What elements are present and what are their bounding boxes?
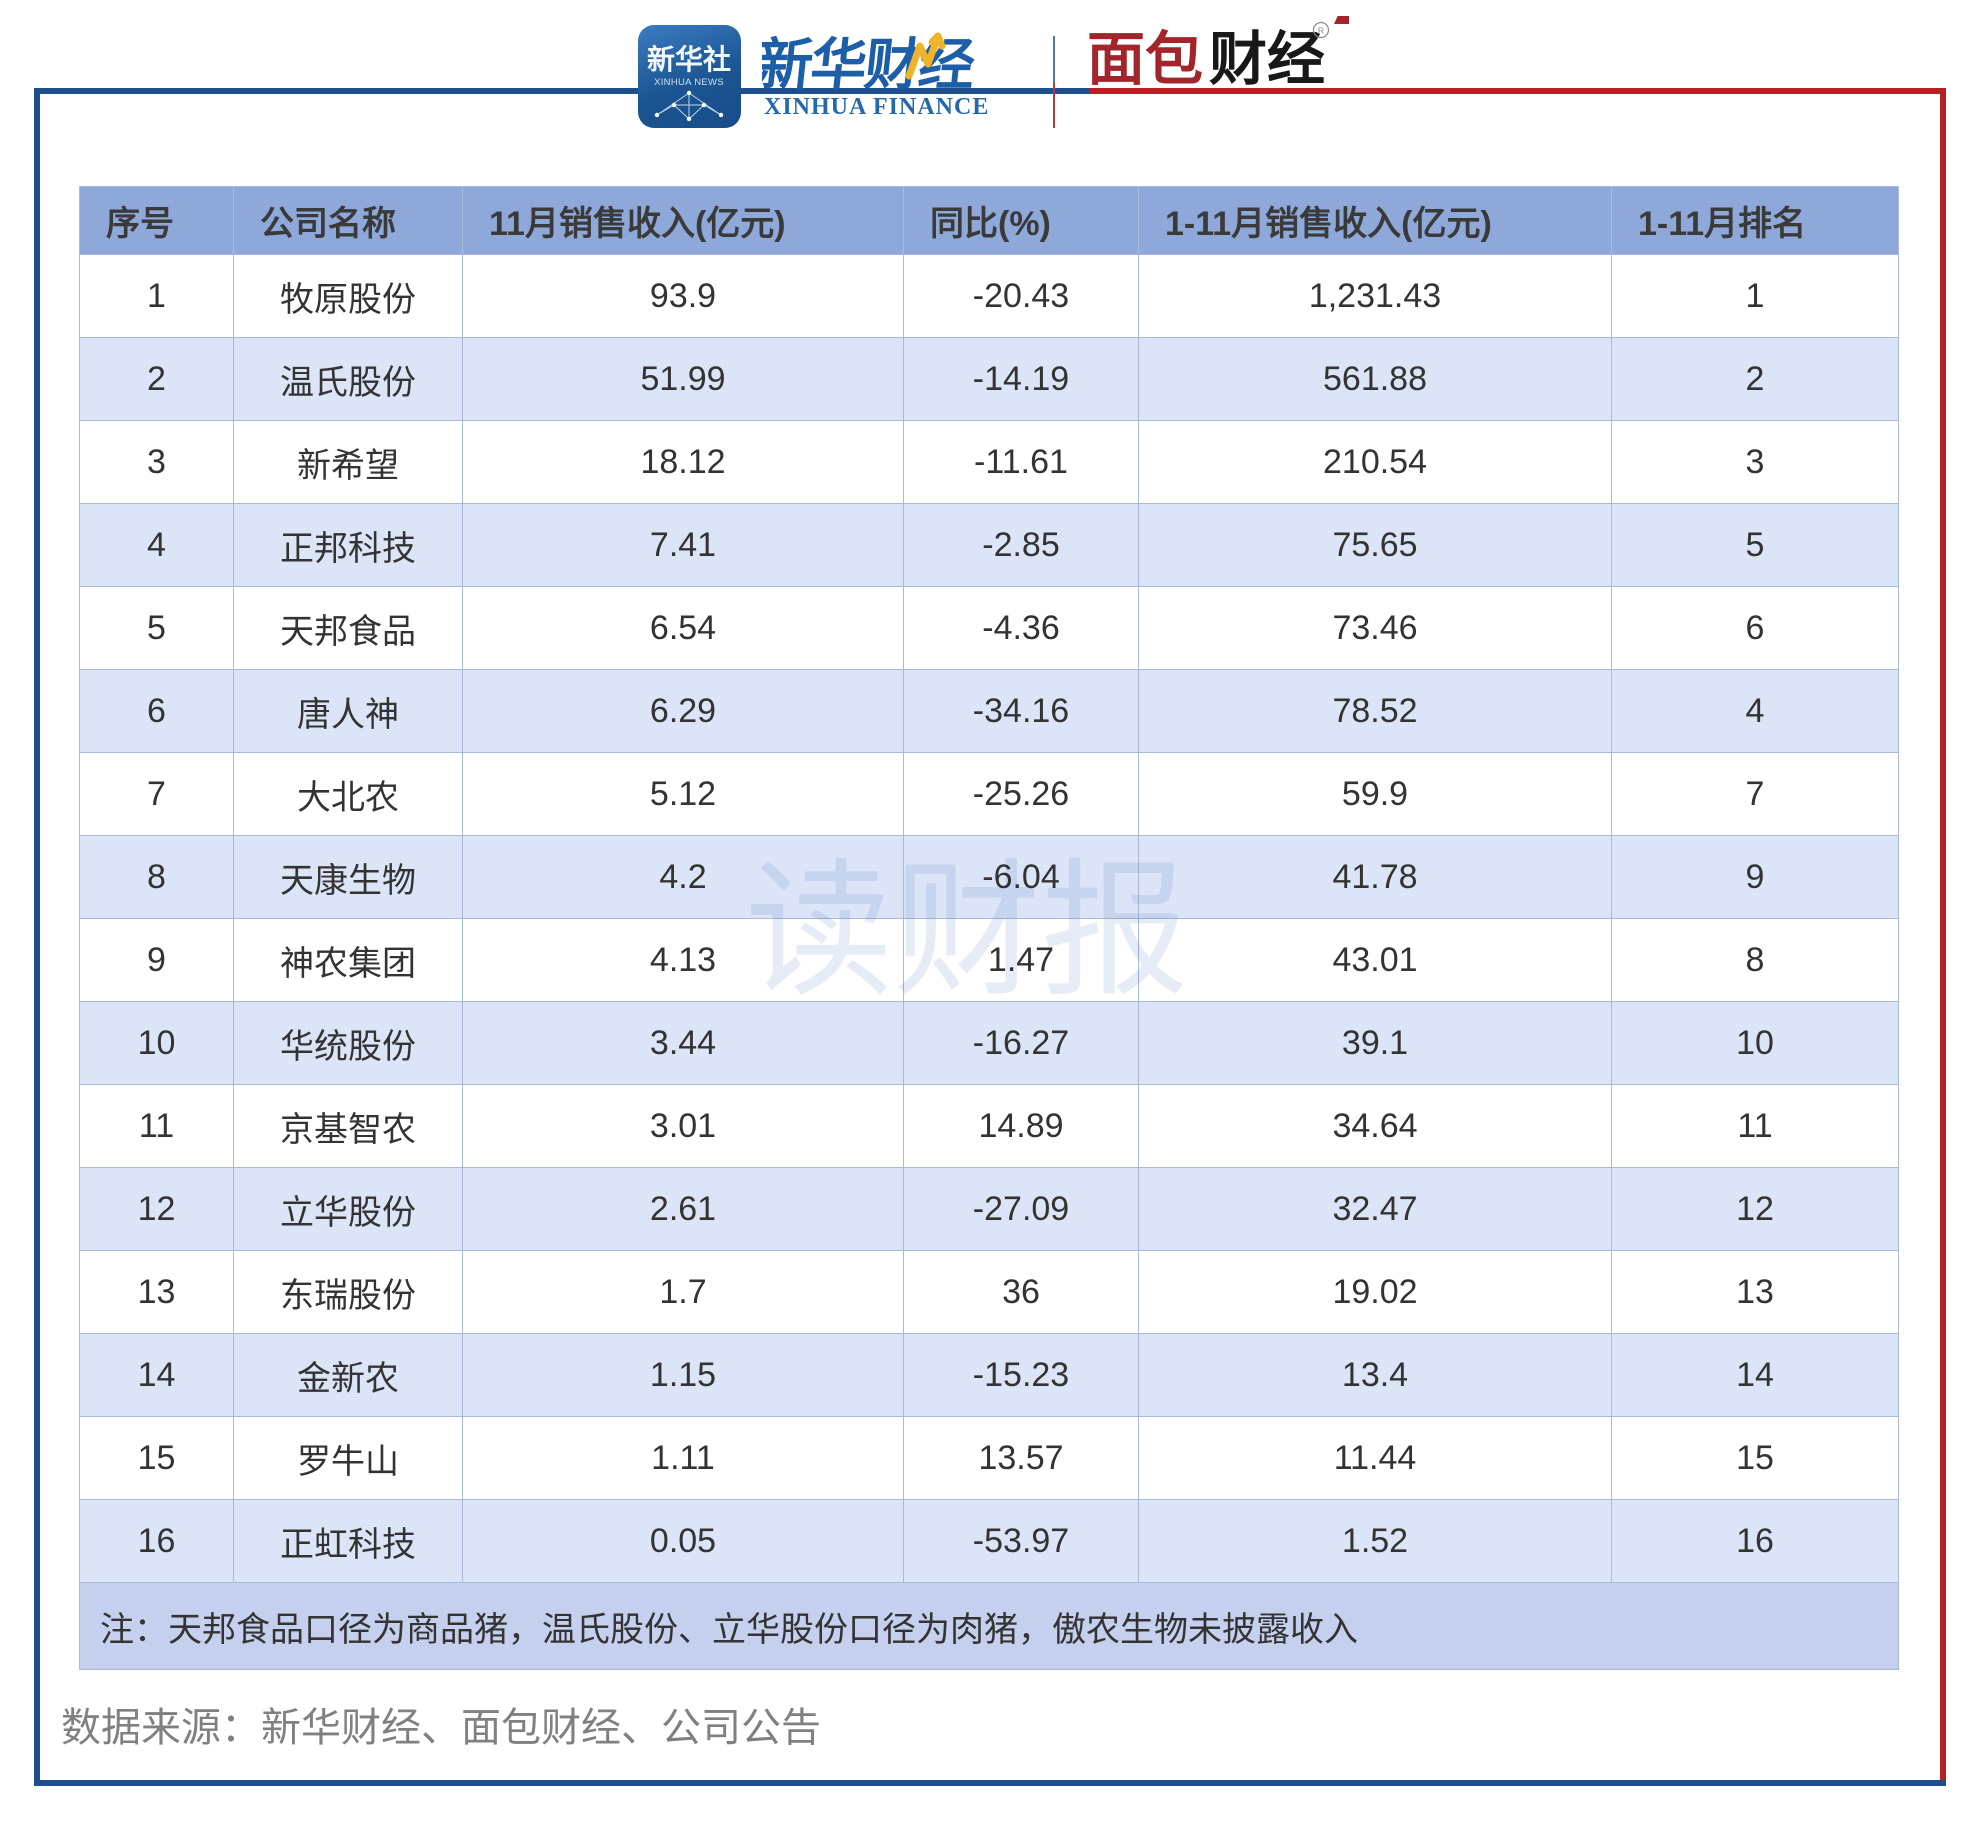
svg-text:XINHUA FINANCE: XINHUA FINANCE [764,94,989,120]
svg-text:R: R [1318,26,1324,36]
svg-text:新华财经: 新华财经 [762,33,978,96]
svg-text:面包: 面包 [1089,27,1203,92]
svg-text:财经: 财经 [1209,27,1325,92]
svg-text:XINHUA NEWS: XINHUA NEWS [654,77,724,88]
svg-text:新华社: 新华社 [647,43,731,75]
